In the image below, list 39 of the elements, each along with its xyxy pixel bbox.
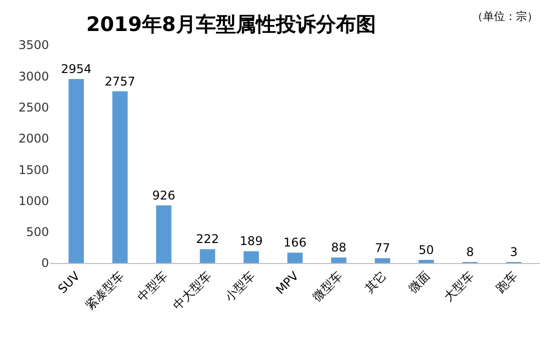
data-label: 2757 xyxy=(104,74,136,88)
x-tick-label: 跑车 xyxy=(493,268,520,296)
text: （单位：宗） xyxy=(472,10,538,23)
data-label: 77 xyxy=(374,241,390,256)
bar xyxy=(200,249,216,263)
x-tick-label: 紧凑型车 xyxy=(82,268,126,313)
x-tick-label: 微面 xyxy=(406,268,433,296)
data-label: 50 xyxy=(418,242,434,257)
y-tick-label: 500 xyxy=(26,225,49,240)
x-tick-label: 其它 xyxy=(362,268,389,296)
chart-title: 2019年8月车型属性投诉分布图 xyxy=(86,12,376,36)
data-label: 3 xyxy=(510,245,518,259)
data-label: 166 xyxy=(284,236,306,250)
bar xyxy=(374,258,390,263)
x-tick-label: 小型车 xyxy=(222,268,258,304)
y-tick-label: 3500 xyxy=(18,38,49,52)
bar xyxy=(112,91,128,263)
data-label: 222 xyxy=(196,232,219,246)
data-label: 8 xyxy=(466,245,474,259)
y-tick-label: 1000 xyxy=(18,194,49,208)
y-tick-label: 2000 xyxy=(18,132,49,146)
bar xyxy=(287,252,303,263)
bar xyxy=(68,79,84,263)
bar xyxy=(244,251,259,263)
y-tick-label: 2500 xyxy=(18,100,49,114)
y-tick-label: 1500 xyxy=(18,162,49,177)
x-tick-label: 中型车 xyxy=(134,268,170,304)
data-label: 2954 xyxy=(60,62,92,76)
data-label: 189 xyxy=(240,234,263,248)
x-tick-label: 微型车 xyxy=(310,268,346,304)
y-tick-label: 3000 xyxy=(18,69,49,84)
bar xyxy=(331,258,346,263)
bar xyxy=(418,260,434,263)
y-tick-label: 0 xyxy=(41,256,49,270)
x-tick-label: 大型车 xyxy=(441,268,476,304)
bar xyxy=(156,205,172,263)
data-label: 926 xyxy=(152,188,176,202)
data-label: 88 xyxy=(331,240,346,255)
x-tick-label: 中大型车 xyxy=(170,268,214,313)
